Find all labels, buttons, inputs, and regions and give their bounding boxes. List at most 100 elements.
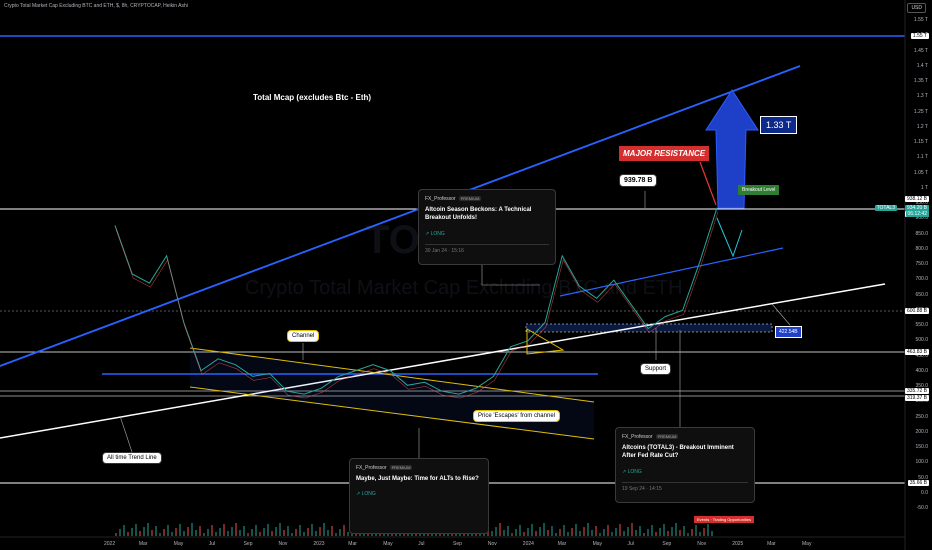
volume-bar <box>607 525 609 536</box>
symbol-header: Crypto Total Market Cap Excluding BTC an… <box>4 3 188 9</box>
price-axis-panel <box>905 0 932 550</box>
volume-bar <box>339 529 341 536</box>
volume-bar <box>347 532 349 536</box>
idea-card-1[interactable]: FX_Professor PREMIUM Altcoin Season Becko… <box>418 189 556 265</box>
card-date: 30 Jan 24 · 15:16 <box>425 243 549 254</box>
volume-bar <box>215 532 217 536</box>
volume-bar <box>571 528 573 536</box>
breakout-arrow <box>705 89 759 209</box>
price-tick: 1.3 T <box>916 93 928 100</box>
time-tick: Jul <box>418 541 425 547</box>
price-tick: 300.0 <box>915 398 928 405</box>
time-tick: Nov <box>487 541 497 547</box>
volume-bar <box>199 526 201 536</box>
volume-bar <box>531 524 533 536</box>
volume-bar <box>527 528 529 536</box>
time-tick: 2025 <box>732 541 744 547</box>
volume-bar <box>635 530 637 536</box>
volume-bar <box>595 526 597 536</box>
volume-bar <box>679 530 681 536</box>
volume-bar <box>315 531 317 536</box>
volume-bar <box>227 531 229 536</box>
volume-bar <box>687 533 689 536</box>
card-date: 19 Sep 24 · 14:15 <box>622 481 748 492</box>
volume-bar <box>255 525 257 536</box>
price-tick: 700.0 <box>915 276 928 283</box>
volume-bar <box>695 525 697 536</box>
volume-bar <box>291 533 293 536</box>
volume-bar <box>671 527 673 536</box>
support-zone-label: 422.54B <box>775 326 802 338</box>
volume-bar <box>235 523 237 536</box>
volume-bar <box>187 527 189 536</box>
volume-bar <box>287 526 289 536</box>
volume-bar <box>579 531 581 536</box>
volume-bar <box>295 529 297 536</box>
volume-bar <box>435 532 437 536</box>
price-level-box: 1.55 T <box>910 33 929 39</box>
volume-bar <box>179 524 181 536</box>
volume-bar <box>667 531 669 536</box>
volume-bar <box>311 524 313 536</box>
volume-bar <box>155 526 157 536</box>
volume-bar <box>211 525 213 536</box>
volume-bar <box>115 533 117 536</box>
resistance-arrow <box>699 161 717 206</box>
volume-bar <box>663 524 665 536</box>
price-tick: 100.0 <box>915 459 928 466</box>
time-tick: Mar <box>138 541 148 547</box>
price-tick: 1.1 T <box>916 154 928 161</box>
volume-bar <box>423 533 425 536</box>
currency-button[interactable]: USD <box>907 3 926 13</box>
countdown-label: 06:12:42 <box>905 211 929 217</box>
volume-bar <box>175 528 177 536</box>
volume-bar <box>511 533 513 536</box>
price-tick: 250.0 <box>915 413 928 420</box>
volume-bar <box>147 523 149 536</box>
volume-bar <box>151 530 153 536</box>
volume-bar <box>535 531 537 536</box>
volume-bar <box>247 533 249 536</box>
time-tick: Sep <box>453 541 462 547</box>
channel-bottom <box>189 386 595 440</box>
volume-bar <box>575 524 577 536</box>
card-badge: PREMIUM <box>389 465 413 470</box>
volume-bar <box>563 525 565 536</box>
volume-bar <box>231 527 233 536</box>
volume-bar <box>271 531 273 536</box>
volume-bar <box>171 532 173 536</box>
volume-bar <box>243 526 245 536</box>
time-tick: Mar <box>767 541 776 547</box>
trend-line-all-time <box>0 283 886 439</box>
idea-card-2[interactable]: FX_Professor PREMIUM Altcoins (TOTAL3) - … <box>615 427 755 503</box>
time-tick: Nov <box>278 541 288 547</box>
watermark-name: Crypto Total Market Cap Excluding BTC an… <box>245 277 683 299</box>
card-author: FX_Professor <box>425 196 456 202</box>
volume-bar <box>283 530 285 536</box>
time-tick: 2024 <box>522 541 534 547</box>
card-tag-text: LONG <box>361 491 376 498</box>
card-tag: ↗ LONG <box>356 491 376 498</box>
volume-bar <box>591 530 593 536</box>
bottom-badge[interactable]: Events · Trading Opportunities <box>694 516 755 523</box>
volume-bar <box>691 529 693 536</box>
card-tag: ↗ LONG <box>622 468 642 475</box>
time-tick: 2022 <box>104 541 116 547</box>
volume-bar <box>543 523 545 536</box>
price-tick: 550.0 <box>915 322 928 328</box>
volume-bar <box>659 528 661 536</box>
volume-bar <box>275 527 277 536</box>
time-tick: Nov <box>697 541 707 547</box>
time-tick: May <box>383 541 393 547</box>
volume-bar <box>707 524 709 536</box>
idea-card-3[interactable]: FX_Professor PREMIUM Maybe, Just Maybe: T… <box>349 458 489 534</box>
price-tick: 50.0 <box>918 474 928 481</box>
volume-bar <box>499 523 501 536</box>
card-tag-text: LONG <box>430 230 445 237</box>
volume-bar <box>183 531 185 536</box>
volume-bar <box>303 532 305 536</box>
card-author: FX_Professor <box>622 434 653 440</box>
volume-bar <box>279 523 281 536</box>
price-tick: 1.4 T <box>916 62 928 69</box>
volume-bar <box>167 525 169 536</box>
